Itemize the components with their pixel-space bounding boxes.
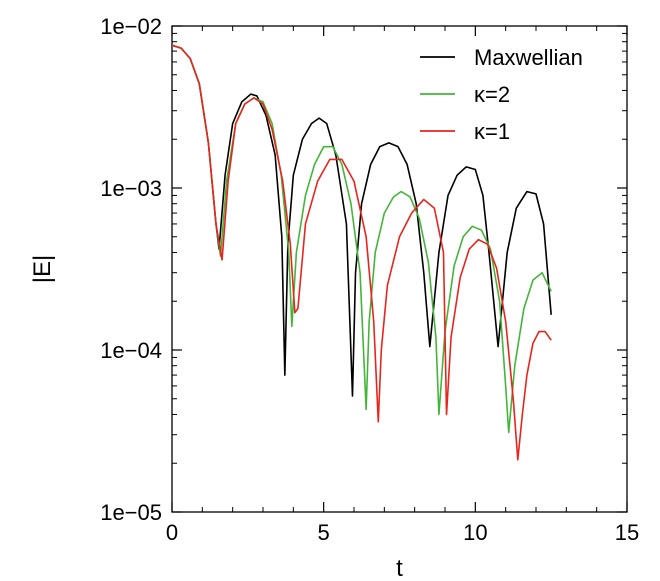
series-line-3 — [172, 44, 552, 461]
x-tick-label: 15 — [615, 520, 639, 545]
x-axis-label: t — [396, 555, 403, 581]
legend-label-2: κ=2 — [474, 82, 510, 107]
y-axis-label: |E| — [29, 255, 56, 283]
y-tick-label: 1e−05 — [100, 500, 162, 525]
x-tick-label: 5 — [318, 520, 330, 545]
y-tick-label: 1e−04 — [100, 338, 162, 363]
legend-label-3: κ=1 — [474, 119, 510, 144]
x-tick-label: 0 — [166, 520, 178, 545]
x-tick-label: 10 — [463, 520, 487, 545]
legend-label-1: Maxwellian — [474, 45, 583, 70]
plot-frame — [171, 25, 628, 513]
y-tick-label: 1e−03 — [100, 176, 162, 201]
series-line-1 — [172, 44, 552, 397]
y-tick-label: 1e−02 — [100, 14, 162, 39]
